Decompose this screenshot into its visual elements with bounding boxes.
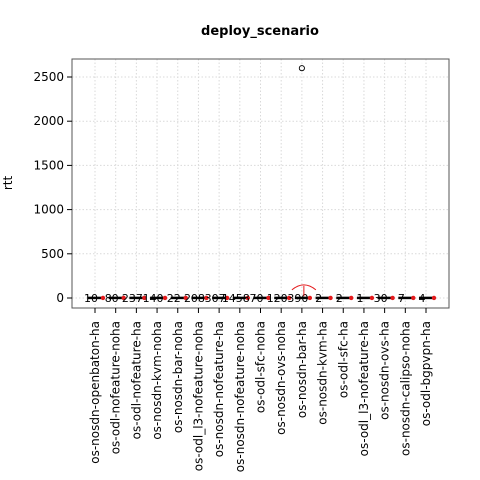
y-axis-label: rtt bbox=[1, 176, 15, 191]
x-tick-label: os-nosdn-bar-noha bbox=[171, 321, 185, 433]
y-axis: 0 500 1000 1500 2000 2500 bbox=[33, 70, 72, 305]
x-tick-label: os-nosdn-bar-ha bbox=[295, 321, 309, 418]
outlier-point bbox=[298, 65, 305, 72]
count-label: 70 bbox=[250, 292, 264, 305]
count-label: 1458 bbox=[222, 292, 250, 305]
count-label: 22 bbox=[167, 292, 181, 305]
count-label: 80 bbox=[105, 292, 119, 305]
x-tick-label: os-nosdn-calipso-noha bbox=[398, 321, 412, 456]
mean-point bbox=[349, 295, 354, 301]
count-label: 307 bbox=[205, 292, 226, 305]
y-tick-label: 2500 bbox=[33, 70, 64, 84]
mean-point bbox=[183, 295, 188, 301]
mean-point bbox=[224, 295, 230, 301]
count-label: 30 bbox=[374, 292, 388, 305]
count-label: 237 bbox=[122, 292, 143, 305]
mean-point bbox=[162, 295, 168, 301]
y-tick-label: 1500 bbox=[33, 158, 64, 172]
count-label: 1 bbox=[356, 292, 363, 305]
mean-point bbox=[431, 295, 437, 301]
x-tick-label: os-odl-bgpvpn-ha bbox=[419, 321, 433, 426]
chart-title: deploy_scenario bbox=[201, 24, 319, 39]
x-tick-label: os-odl-nofeature-noha bbox=[109, 321, 123, 454]
x-tick-label: os-odl-sfc-noha bbox=[254, 321, 268, 413]
count-label: 140 bbox=[143, 292, 164, 305]
x-tick-label: os-odl-nofeature-ha bbox=[129, 321, 143, 439]
x-tick-label: os-nosdn-nofeature-ha bbox=[212, 321, 226, 457]
mean-point bbox=[390, 295, 395, 301]
count-label: 390 bbox=[287, 292, 308, 305]
plot-frame bbox=[71, 58, 450, 309]
x-tick-label: os-nosdn-ovs-noha bbox=[274, 321, 288, 435]
mean-point bbox=[204, 295, 209, 301]
mean-point bbox=[245, 295, 251, 301]
y-tick-label: 500 bbox=[41, 247, 64, 261]
count-label: 2 bbox=[315, 292, 322, 305]
count-label: 10 bbox=[84, 292, 98, 305]
mean-point bbox=[328, 295, 333, 301]
mean-ci-annotation bbox=[291, 284, 317, 291]
grid bbox=[72, 59, 449, 308]
y-tick-label: 1000 bbox=[33, 203, 64, 217]
mean-point bbox=[100, 295, 106, 301]
x-tick-label: os-odl_l3-nofeature-noha bbox=[191, 321, 205, 471]
y-tick-label: 2000 bbox=[33, 114, 64, 128]
mean-point bbox=[266, 295, 271, 301]
count-label: 7 bbox=[398, 292, 405, 305]
mean-point bbox=[411, 295, 416, 301]
mean-point bbox=[142, 295, 147, 301]
x-tick-label: os-nosdn-openbaton-ha bbox=[88, 321, 102, 464]
mean-point bbox=[369, 295, 375, 301]
mean-point bbox=[121, 295, 126, 301]
x-tick-label: os-nosdn-kvm-ha bbox=[316, 321, 330, 425]
x-tick-label: os-odl-sfc-ha bbox=[336, 321, 350, 398]
count-label: 208 bbox=[184, 292, 205, 305]
y-tick-label: 0 bbox=[56, 291, 64, 305]
mean-point bbox=[307, 295, 313, 301]
x-tick-label: os-nosdn-ovs-ha bbox=[378, 321, 392, 420]
x-axis: os-nosdn-openbaton-ha os-odl-nofeature-no… bbox=[88, 308, 433, 472]
x-tick-label: os-nosdn-nofeature-noha bbox=[233, 321, 247, 472]
count-label: 120 bbox=[267, 292, 288, 305]
count-label: 2 bbox=[336, 292, 343, 305]
x-tick-label: os-nosdn-kvm-noha bbox=[150, 321, 164, 440]
x-tick-label: os-odl_l3-nofeature-ha bbox=[357, 321, 371, 456]
count-label: 4 bbox=[419, 292, 426, 305]
mean-point bbox=[286, 295, 292, 301]
